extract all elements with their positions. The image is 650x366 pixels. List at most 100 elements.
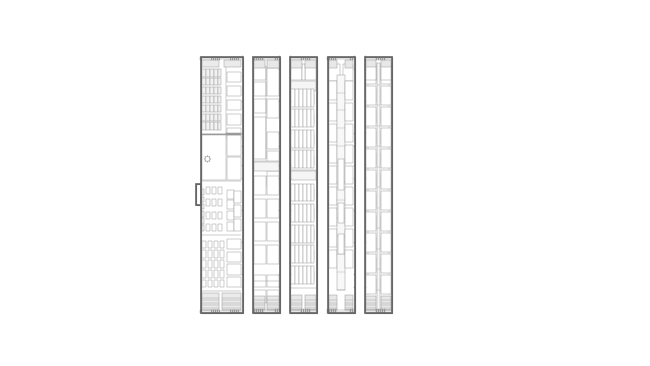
Bar (311, 115, 314, 124)
Bar (330, 232, 335, 244)
Bar (208, 280, 212, 287)
Bar (367, 107, 369, 126)
Bar (311, 135, 314, 145)
Bar (370, 68, 376, 81)
Bar (291, 64, 302, 80)
Bar (388, 170, 391, 189)
Bar (292, 156, 294, 165)
Bar (381, 149, 391, 168)
Bar (367, 275, 376, 294)
Bar (227, 135, 241, 156)
Bar (267, 274, 278, 287)
Bar (329, 64, 339, 81)
Bar (300, 135, 302, 145)
Bar (202, 204, 204, 209)
Bar (202, 197, 204, 202)
Bar (210, 136, 214, 143)
Bar (227, 222, 233, 231)
Bar (218, 96, 222, 103)
Bar (304, 135, 306, 145)
Bar (311, 245, 315, 263)
Bar (202, 280, 206, 287)
Bar (382, 237, 387, 250)
Bar (235, 191, 241, 203)
Bar (311, 225, 315, 243)
Bar (201, 57, 243, 313)
Bar (388, 86, 391, 105)
Bar (202, 145, 205, 152)
Bar (377, 63, 380, 310)
Bar (218, 224, 222, 231)
Bar (307, 89, 311, 107)
Bar (227, 128, 241, 139)
Bar (254, 66, 266, 80)
Bar (296, 189, 298, 199)
Bar (329, 229, 337, 247)
Bar (367, 65, 369, 83)
Bar (202, 241, 206, 249)
Bar (382, 195, 387, 208)
Bar (303, 245, 307, 263)
Bar (299, 225, 303, 243)
Bar (382, 279, 387, 292)
Bar (328, 57, 354, 313)
Bar (292, 271, 294, 281)
Bar (304, 115, 306, 124)
Bar (254, 222, 266, 241)
Bar (267, 68, 278, 96)
Bar (218, 145, 222, 152)
Bar (296, 230, 298, 240)
Bar (299, 109, 303, 127)
Bar (329, 82, 337, 100)
Bar (311, 94, 314, 104)
Bar (381, 275, 391, 294)
Bar (202, 190, 204, 195)
Bar (329, 145, 337, 163)
Bar (214, 78, 218, 85)
Bar (295, 266, 299, 284)
Bar (381, 296, 391, 310)
Bar (267, 296, 278, 310)
Bar (227, 211, 233, 220)
Bar (210, 96, 214, 103)
Bar (202, 225, 204, 231)
Bar (329, 124, 337, 142)
Bar (307, 130, 311, 147)
Bar (367, 149, 376, 168)
Bar (291, 245, 295, 263)
Bar (345, 229, 354, 247)
Bar (267, 176, 278, 195)
Bar (367, 191, 369, 210)
Bar (307, 183, 311, 202)
Bar (388, 191, 391, 210)
Bar (329, 295, 337, 310)
Bar (367, 191, 376, 210)
Bar (388, 254, 391, 273)
Bar (202, 292, 219, 310)
Bar (254, 117, 266, 159)
Bar (388, 107, 391, 126)
Bar (214, 250, 218, 258)
Bar (367, 254, 376, 273)
Bar (381, 60, 391, 67)
Bar (210, 145, 214, 152)
Bar (303, 183, 307, 202)
Bar (311, 150, 315, 168)
Bar (212, 187, 216, 194)
Bar (346, 169, 352, 182)
Bar (201, 57, 243, 313)
Bar (388, 275, 391, 294)
Bar (381, 86, 391, 105)
Bar (300, 271, 302, 281)
Bar (388, 212, 391, 231)
Bar (329, 208, 337, 227)
Bar (220, 250, 224, 258)
Bar (220, 280, 224, 287)
Bar (311, 266, 315, 284)
Bar (382, 216, 387, 228)
Bar (291, 60, 302, 68)
Bar (220, 241, 224, 249)
Bar (295, 183, 299, 202)
Bar (218, 212, 222, 219)
Bar (227, 157, 241, 180)
